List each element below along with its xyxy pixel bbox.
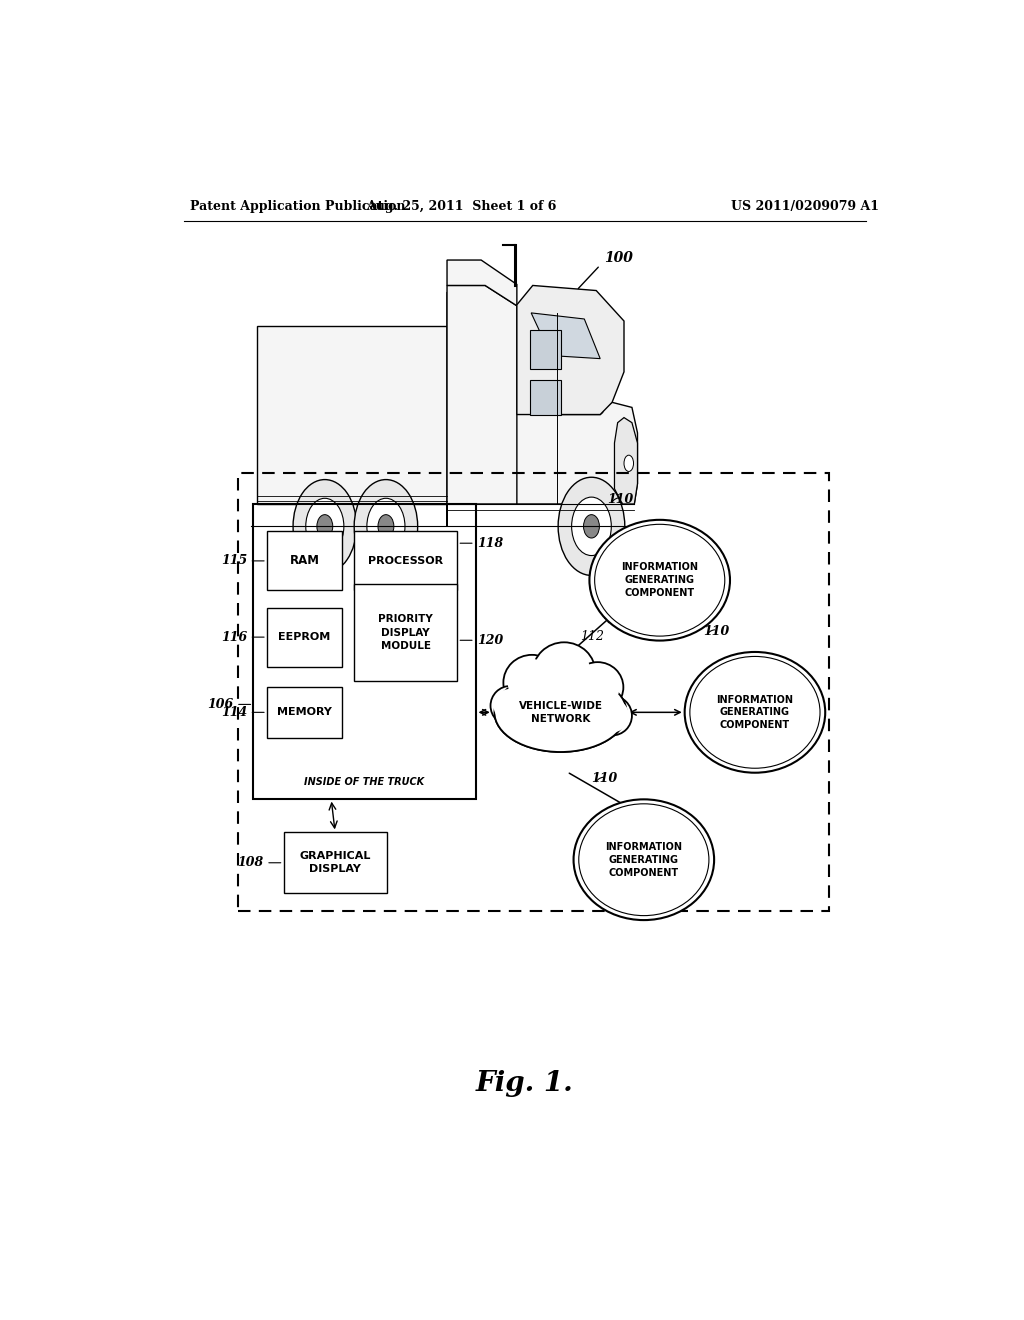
Text: INSIDE OF THE TRUCK: INSIDE OF THE TRUCK	[304, 776, 425, 787]
Ellipse shape	[504, 655, 560, 710]
Text: INFORMATION
GENERATING
COMPONENT: INFORMATION GENERATING COMPONENT	[622, 562, 698, 598]
Text: 100: 100	[604, 251, 633, 265]
Polygon shape	[447, 285, 517, 504]
Ellipse shape	[573, 800, 714, 920]
Text: VEHICLE-WIDE
NETWORK: VEHICLE-WIDE NETWORK	[518, 701, 602, 723]
Ellipse shape	[316, 515, 333, 539]
FancyBboxPatch shape	[267, 686, 342, 738]
Ellipse shape	[571, 498, 611, 556]
FancyBboxPatch shape	[284, 833, 387, 894]
Text: 110: 110	[702, 624, 729, 638]
FancyBboxPatch shape	[354, 585, 458, 681]
Ellipse shape	[378, 515, 394, 539]
Text: US 2011/0209079 A1: US 2011/0209079 A1	[731, 199, 880, 213]
FancyBboxPatch shape	[267, 532, 342, 590]
Text: EEPROM: EEPROM	[279, 632, 331, 642]
Polygon shape	[447, 285, 638, 527]
Text: 110: 110	[607, 492, 634, 506]
Text: 115: 115	[221, 554, 247, 568]
Ellipse shape	[495, 673, 627, 752]
Ellipse shape	[584, 515, 599, 539]
Ellipse shape	[590, 520, 730, 640]
Ellipse shape	[354, 479, 418, 573]
Text: MEMORY: MEMORY	[278, 708, 332, 717]
Polygon shape	[614, 417, 638, 504]
Ellipse shape	[293, 479, 356, 573]
Ellipse shape	[595, 698, 629, 733]
Polygon shape	[517, 285, 624, 414]
Ellipse shape	[624, 455, 634, 471]
Polygon shape	[447, 260, 517, 306]
FancyBboxPatch shape	[530, 330, 560, 368]
Text: PROCESSOR: PROCESSOR	[369, 556, 443, 566]
Text: 106: 106	[207, 698, 233, 711]
Ellipse shape	[367, 498, 404, 554]
Ellipse shape	[306, 498, 344, 554]
Ellipse shape	[592, 696, 632, 735]
Ellipse shape	[538, 647, 591, 698]
Ellipse shape	[690, 656, 820, 768]
Ellipse shape	[579, 804, 709, 916]
Ellipse shape	[595, 524, 725, 636]
Text: 110: 110	[592, 772, 617, 785]
Text: 116: 116	[221, 631, 247, 644]
Text: INFORMATION
GENERATING
COMPONENT: INFORMATION GENERATING COMPONENT	[717, 694, 794, 730]
Text: RAM: RAM	[290, 554, 319, 568]
Ellipse shape	[490, 686, 530, 726]
Text: Aug. 25, 2011  Sheet 1 of 6: Aug. 25, 2011 Sheet 1 of 6	[367, 199, 556, 213]
Ellipse shape	[558, 478, 625, 576]
Text: 118: 118	[477, 537, 504, 549]
Text: PRIORITY
DISPLAY
MODULE: PRIORITY DISPLAY MODULE	[379, 614, 433, 651]
Polygon shape	[531, 313, 600, 359]
Text: GRAPHICAL
DISPLAY: GRAPHICAL DISPLAY	[299, 851, 371, 874]
Text: INFORMATION
GENERATING
COMPONENT: INFORMATION GENERATING COMPONENT	[605, 842, 682, 878]
Ellipse shape	[495, 673, 627, 752]
FancyBboxPatch shape	[257, 326, 447, 504]
Text: 112: 112	[581, 630, 604, 643]
Text: Patent Application Publication: Patent Application Publication	[189, 199, 406, 213]
Text: 114: 114	[221, 706, 247, 719]
FancyBboxPatch shape	[530, 380, 560, 414]
Ellipse shape	[685, 652, 825, 772]
Ellipse shape	[532, 643, 596, 704]
Text: 108: 108	[238, 857, 264, 870]
Text: Fig. 1.: Fig. 1.	[476, 1069, 573, 1097]
Ellipse shape	[508, 659, 556, 706]
Ellipse shape	[494, 689, 527, 722]
Ellipse shape	[575, 665, 620, 709]
FancyBboxPatch shape	[267, 607, 342, 667]
FancyBboxPatch shape	[354, 532, 458, 590]
Ellipse shape	[572, 663, 624, 713]
Text: 120: 120	[477, 634, 504, 647]
